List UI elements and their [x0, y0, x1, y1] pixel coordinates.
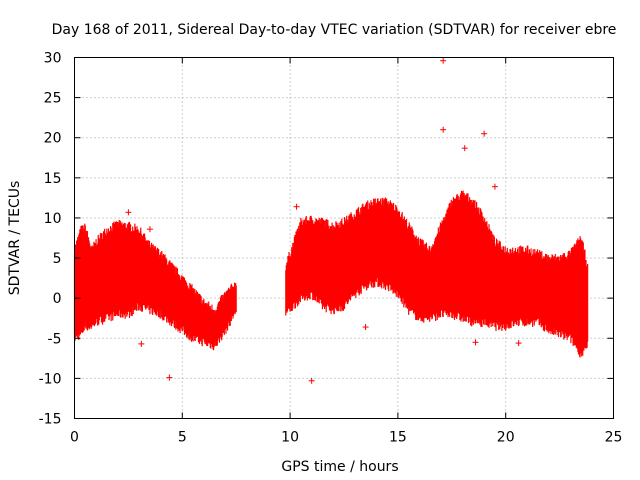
y-tick-label: 10 — [44, 211, 62, 227]
ticks — [74, 57, 614, 419]
y-tick-label: -5 — [48, 331, 62, 347]
data-point — [362, 324, 369, 331]
data-point — [308, 377, 315, 384]
y-tick-label: 25 — [44, 91, 62, 107]
x-axis-label: GPS time / hours — [281, 459, 398, 475]
data-point — [138, 340, 145, 347]
data-point — [440, 57, 447, 64]
data-point — [472, 339, 479, 346]
data-point — [515, 340, 522, 347]
data-point — [491, 183, 498, 190]
x-tick-label: 5 — [178, 430, 187, 446]
x-tick-label: 15 — [389, 430, 407, 446]
y-tick-label: 30 — [44, 51, 62, 67]
chart-title: Day 168 of 2011, Sidereal Day-to-day VTE… — [52, 22, 617, 38]
plot-frame — [74, 57, 614, 419]
x-tick-label: 20 — [497, 430, 515, 446]
data-point — [481, 130, 488, 137]
y-tick-label: 20 — [44, 131, 62, 147]
x-tick-label: 10 — [281, 430, 299, 446]
y-tick-label: 0 — [53, 291, 62, 307]
data-point — [293, 203, 300, 210]
y-tick-label: 15 — [44, 171, 62, 187]
x-tick-label: 25 — [605, 430, 623, 446]
data-point — [461, 145, 468, 152]
outlier-points — [125, 57, 522, 384]
data-point — [125, 209, 132, 216]
data-point — [166, 374, 173, 381]
tick-labels: 0 5 10 15 20 25 -15 -10 -5 0 5 10 15 20 25 30 — [39, 51, 623, 446]
y-tick-label: -10 — [39, 371, 62, 387]
x-tick-label: 0 — [70, 430, 79, 446]
y-tick-label: 5 — [53, 251, 62, 267]
data-layer — [73, 57, 589, 384]
y-tick-label: -15 — [39, 412, 62, 428]
data-point — [146, 226, 153, 233]
data-point — [440, 126, 447, 133]
data-cluster-late — [285, 190, 589, 358]
data-cluster-early — [73, 219, 237, 351]
y-axis-label: SDTVAR / TECUs — [7, 181, 23, 296]
